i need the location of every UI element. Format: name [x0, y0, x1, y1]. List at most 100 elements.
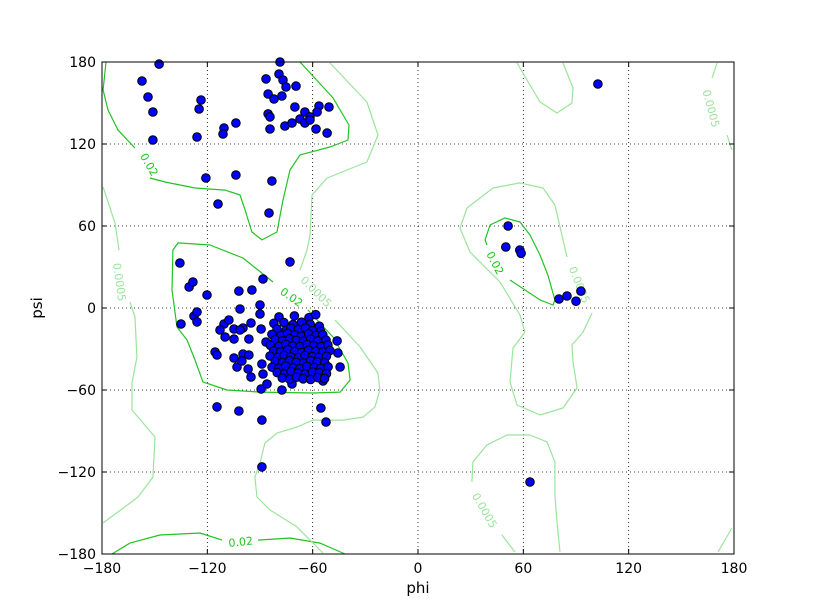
data-point — [312, 107, 322, 117]
data-point — [143, 92, 153, 102]
x-tick-label: −120 — [188, 561, 226, 577]
data-point — [196, 95, 206, 105]
y-tick-label: 60 — [78, 219, 96, 235]
data-point — [332, 336, 342, 346]
data-point — [231, 170, 241, 180]
data-point — [218, 129, 228, 139]
data-point — [277, 385, 287, 395]
data-point — [257, 359, 267, 369]
data-point — [261, 74, 271, 84]
contour-line-0.02 — [111, 532, 223, 555]
x-tick-label: 60 — [514, 561, 532, 577]
data-point — [501, 242, 511, 252]
data-point — [322, 128, 332, 138]
data-point — [192, 307, 202, 317]
data-point — [264, 208, 274, 218]
data-point — [192, 132, 202, 142]
y-tick-label: 0 — [87, 301, 96, 317]
x-tick-label: −60 — [298, 561, 328, 577]
data-point — [265, 112, 275, 122]
data-point — [554, 294, 564, 304]
contour-line-0.0005 — [459, 182, 593, 416]
data-point — [321, 417, 331, 427]
contour-line-0.0005 — [711, 62, 718, 79]
data-point — [212, 350, 222, 360]
contour-label-0.02: 0.02 — [278, 285, 306, 310]
x-axis-label: phi — [406, 579, 429, 597]
axis-ticks: −180 −120 −60 0 60 120 180 −180 −120 −60 0 60 120 180 — [58, 55, 748, 577]
data-point — [244, 334, 254, 344]
contour-line-0.0005 — [726, 134, 733, 151]
data-point — [287, 118, 297, 128]
data-point — [194, 104, 204, 114]
data-point — [246, 372, 256, 382]
x-tick-label: 180 — [721, 561, 748, 577]
contour-label-0.02: 0.02 — [137, 151, 161, 179]
y-tick-label: 180 — [69, 55, 96, 71]
y-tick-label: −180 — [58, 547, 96, 563]
data-point — [148, 135, 158, 145]
data-point — [148, 107, 158, 117]
contour-lines — [102, 61, 733, 555]
data-point — [213, 199, 223, 209]
data-point — [267, 176, 277, 186]
data-point — [324, 102, 334, 112]
data-point — [285, 257, 295, 267]
data-point — [516, 248, 526, 259]
data-point — [212, 402, 222, 412]
data-point — [258, 274, 268, 284]
data-point — [224, 315, 234, 325]
contour-line-0.02 — [102, 61, 136, 149]
data-point — [289, 311, 300, 321]
data-point — [256, 324, 266, 334]
x-tick-label: 120 — [615, 561, 642, 577]
data-point — [175, 258, 185, 268]
data-point — [333, 348, 343, 358]
data-point — [237, 356, 247, 366]
data-point — [235, 304, 245, 314]
data-point — [255, 309, 265, 319]
y-axis-label: psi — [28, 297, 46, 319]
contour-line-0.02 — [258, 537, 346, 555]
grid-lines — [102, 62, 734, 554]
data-point — [231, 118, 241, 128]
contour-label-0.02: 0.02 — [483, 249, 506, 277]
data-point — [258, 369, 268, 379]
data-point — [244, 350, 254, 360]
data-point — [215, 325, 225, 335]
data-point — [246, 318, 256, 328]
data-point — [277, 91, 287, 101]
data-point — [137, 76, 147, 86]
x-tick-label: −180 — [83, 561, 121, 577]
contour-line-0.0005 — [501, 534, 516, 553]
contour-label-0.0005: 0.0005 — [298, 274, 334, 310]
data-point — [503, 221, 513, 231]
contour-label-0.02: 0.02 — [228, 534, 254, 549]
y-tick-label: −60 — [66, 383, 96, 399]
data-point — [316, 403, 326, 413]
data-point — [154, 59, 164, 69]
data-point — [571, 296, 581, 307]
contour-label-0.0005: 0.0005 — [699, 88, 722, 129]
contour-label-0.0005: 0.0005 — [469, 491, 500, 531]
contour-line-0.0005 — [516, 62, 574, 114]
data-point — [220, 332, 230, 342]
contour-line-0.02 — [171, 242, 351, 394]
data-point — [235, 325, 245, 335]
y-tick-label: 120 — [69, 137, 96, 153]
contour-line-0.0005 — [102, 186, 120, 251]
data-point — [202, 290, 212, 300]
contour-line-0.02 — [149, 61, 350, 241]
data-point — [257, 415, 267, 425]
contour-label-0.0005: 0.0005 — [110, 262, 128, 302]
contour-line-0.0005 — [299, 62, 379, 271]
data-point — [229, 353, 239, 363]
data-point — [319, 373, 330, 384]
contour-line-0.02 — [484, 217, 556, 306]
data-point — [525, 477, 535, 487]
data-point — [262, 379, 272, 389]
contour-line-0.0005 — [254, 319, 381, 554]
contour-line-0.0005 — [102, 301, 156, 524]
y-tick-label: −120 — [58, 465, 96, 481]
data-point — [291, 81, 301, 91]
